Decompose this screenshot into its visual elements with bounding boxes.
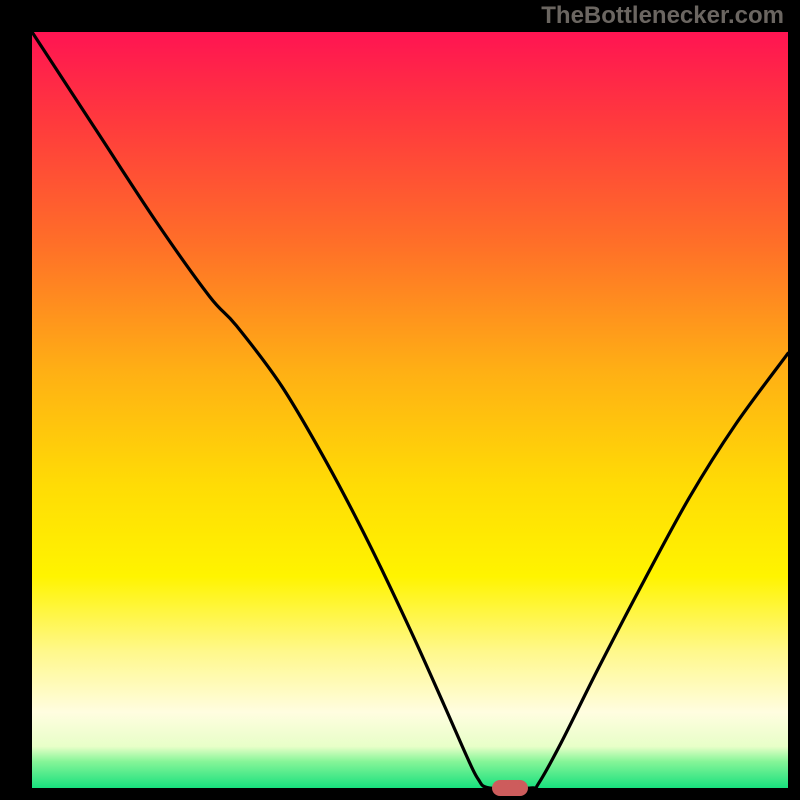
bottleneck-curve <box>32 32 788 788</box>
minimum-marker <box>492 780 528 796</box>
watermark-text: TheBottlenecker.com <box>541 2 784 30</box>
plot-area <box>32 32 788 788</box>
chart-container: { "chart": { "type": "line", "watermark"… <box>0 0 800 800</box>
curve-layer <box>32 32 788 788</box>
